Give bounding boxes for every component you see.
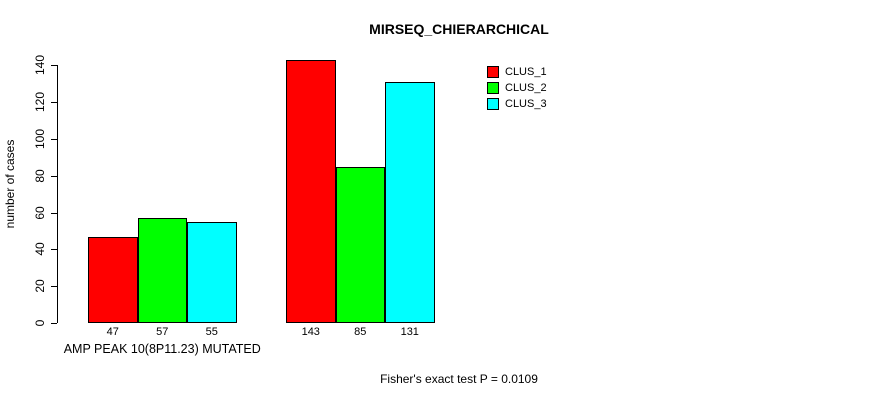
y-tick-mark — [51, 212, 57, 214]
y-tick-label: 0 — [33, 319, 47, 327]
bar-clus_3-group1 — [187, 221, 237, 323]
legend: CLUS_1 CLUS_2 CLUS_3 — [487, 64, 547, 112]
bar-value-label: 57 — [156, 326, 169, 338]
bar-clus_2-group1 — [137, 218, 187, 323]
y-tick-label: 100 — [33, 128, 47, 150]
y-tick-mark — [51, 286, 57, 288]
chart-title: MIRSEQ_CHIERARCHICAL — [369, 21, 549, 37]
legend-swatch-clus_2 — [487, 82, 499, 94]
legend-label: CLUS_3 — [505, 98, 547, 110]
y-axis-label: number of cases — [3, 139, 17, 229]
legend-label: CLUS_1 — [505, 66, 547, 78]
legend-label: CLUS_2 — [505, 82, 547, 94]
bar-value-label: 131 — [400, 326, 419, 338]
bar-clus_1-group2 — [286, 59, 336, 323]
bar-clus_2-group2 — [335, 166, 385, 323]
y-tick-label: 40 — [33, 242, 47, 257]
y-tick-label: 120 — [33, 92, 47, 113]
x-group-label: AMP PEAK 10(8P11.23) MUTATED — [63, 342, 261, 356]
legend-item-clus_3: CLUS_3 — [487, 96, 547, 112]
bar-clus_1-group1 — [88, 236, 138, 323]
y-axis-line — [57, 65, 58, 323]
legend-swatch-clus_3 — [487, 98, 499, 110]
legend-item-clus_1: CLUS_1 — [487, 64, 547, 80]
y-tick-mark — [51, 139, 57, 140]
bar-value-label: 55 — [205, 326, 218, 338]
y-tick-mark — [51, 102, 57, 104]
bar-value-label: 85 — [354, 326, 367, 338]
legend-item-clus_2: CLUS_2 — [487, 80, 547, 96]
y-tick-label: 80 — [33, 169, 47, 183]
bar-clus_3-group2 — [385, 81, 435, 323]
y-tick-label: 140 — [33, 55, 47, 76]
y-tick-mark — [51, 65, 57, 67]
y-tick-mark — [51, 175, 57, 177]
footnote-text: Fisher's exact test P = 0.0109 — [380, 372, 538, 386]
legend-swatch-clus_1 — [487, 66, 499, 78]
y-tick-label: 60 — [33, 205, 47, 220]
bar-value-label: 47 — [106, 326, 119, 338]
bar-value-label: 143 — [301, 326, 320, 338]
y-tick-mark — [51, 323, 57, 324]
y-tick-label: 20 — [33, 279, 47, 293]
y-tick-mark — [51, 249, 57, 251]
